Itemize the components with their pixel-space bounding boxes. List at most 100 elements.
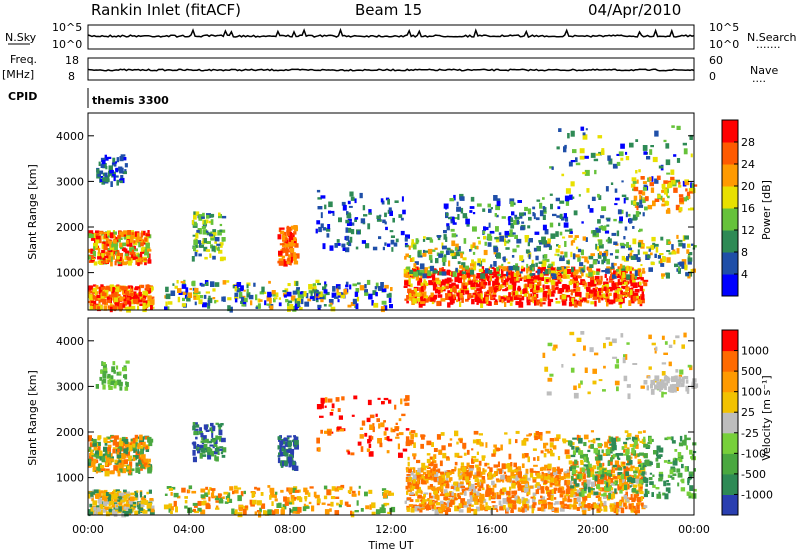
heatmap-cell (93, 458, 97, 464)
heatmap-cell (360, 218, 366, 224)
heatmap-cell (508, 438, 512, 445)
heatmap-cell (114, 435, 119, 440)
heatmap-cell (538, 267, 543, 273)
heatmap-cell (172, 283, 175, 286)
heatmap-cell (501, 269, 504, 275)
heatmap-cell (91, 255, 94, 259)
heatmap-cell (431, 274, 436, 281)
heatmap-cell (497, 468, 503, 471)
heatmap-cell (440, 504, 445, 510)
heatmap-cell (101, 292, 107, 297)
heatmap-cell (506, 507, 510, 512)
heatmap-cell (143, 461, 148, 467)
heatmap-cell (417, 251, 421, 257)
heatmap-cell (123, 455, 127, 459)
heatmap-cell (97, 247, 101, 254)
colorbar-tick-label: 12 (741, 224, 755, 237)
heatmap-cell (451, 491, 454, 496)
heatmap-cell (418, 272, 423, 276)
heatmap-cell (552, 213, 557, 217)
heatmap-cell (415, 266, 419, 271)
heatmap-cell (668, 241, 672, 244)
heatmap-cell (280, 489, 284, 493)
heatmap-cell (221, 437, 226, 443)
heatmap-cell (526, 491, 531, 495)
heatmap-cell (474, 501, 478, 505)
colorbar-tick-label: 8 (741, 246, 748, 259)
heatmap-cell (285, 497, 290, 503)
heatmap-cell (570, 181, 575, 187)
heatmap-cell (564, 241, 567, 247)
heatmap-cell (661, 183, 666, 190)
heatmap-cell (296, 287, 300, 290)
heatmap-cell (472, 251, 476, 255)
heatmap-cell (138, 507, 144, 511)
heatmap-cell (557, 479, 561, 482)
heatmap-cell (461, 473, 467, 477)
heatmap-cell (213, 495, 217, 499)
heatmap-cell (181, 303, 186, 307)
heatmap-cell (470, 483, 475, 490)
heatmap-cell (177, 495, 181, 499)
heatmap-cell (417, 467, 423, 473)
heatmap-cell (98, 303, 101, 306)
heatmap-cell (274, 494, 277, 499)
heatmap-cell (443, 234, 447, 240)
heatmap-cell (573, 288, 578, 292)
heatmap-cell (209, 444, 214, 447)
heatmap-cell (187, 507, 192, 514)
heatmap-cell (401, 413, 406, 417)
heatmap-cell (532, 504, 536, 508)
heatmap-cell (122, 304, 126, 308)
heatmap-cell (562, 270, 567, 276)
heatmap-cell (215, 422, 219, 425)
heatmap-cell (292, 255, 297, 260)
heatmap-cell (536, 285, 540, 291)
heatmap-cell (621, 180, 624, 183)
heatmap-cell (314, 494, 320, 499)
heatmap-cell (128, 448, 132, 452)
heatmap-cell (351, 414, 355, 417)
heatmap-cell (294, 243, 299, 248)
heatmap-cell (395, 422, 398, 425)
heatmap-cell (481, 476, 486, 481)
heatmap-cell (291, 240, 294, 243)
heatmap-cell (147, 436, 152, 443)
heatmap-cell (561, 296, 566, 303)
heatmap-cell (270, 491, 275, 498)
heatmap-cell (111, 510, 116, 516)
heatmap-cell (236, 282, 242, 287)
heatmap-cell (209, 233, 213, 237)
heatmap-cell (488, 222, 491, 228)
heatmap-cell (548, 298, 554, 303)
heatmap-cell (293, 260, 299, 265)
heatmap-cell (118, 506, 122, 512)
heatmap-cell (585, 292, 589, 299)
heatmap-cell (624, 505, 628, 510)
heatmap-cell (417, 292, 421, 297)
heatmap-cell (297, 290, 300, 297)
heatmap-cell (119, 456, 123, 461)
heatmap-cell (278, 453, 282, 457)
heatmap-cell (528, 238, 533, 243)
heatmap-cell (525, 483, 528, 487)
heatmap-cell (676, 234, 679, 239)
heatmap-cell (450, 470, 455, 474)
heatmap-cell (404, 298, 408, 301)
heatmap-cell (300, 298, 304, 305)
heatmap-cell (527, 277, 530, 284)
heatmap-cell (420, 293, 423, 300)
heatmap-cell (368, 443, 372, 448)
heatmap-cell (309, 296, 314, 300)
heatmap-cell (313, 285, 317, 290)
heatmap-cell (509, 296, 513, 301)
heatmap-cell (215, 435, 218, 440)
heatmap-cell (474, 485, 478, 489)
heatmap-cell (566, 260, 570, 265)
heatmap-cell (218, 214, 222, 219)
heatmap-cell (633, 201, 637, 205)
heatmap-cell (385, 226, 388, 231)
heatmap-cell (332, 286, 336, 292)
heatmap-cell (506, 496, 512, 502)
heatmap-cell (105, 468, 110, 471)
